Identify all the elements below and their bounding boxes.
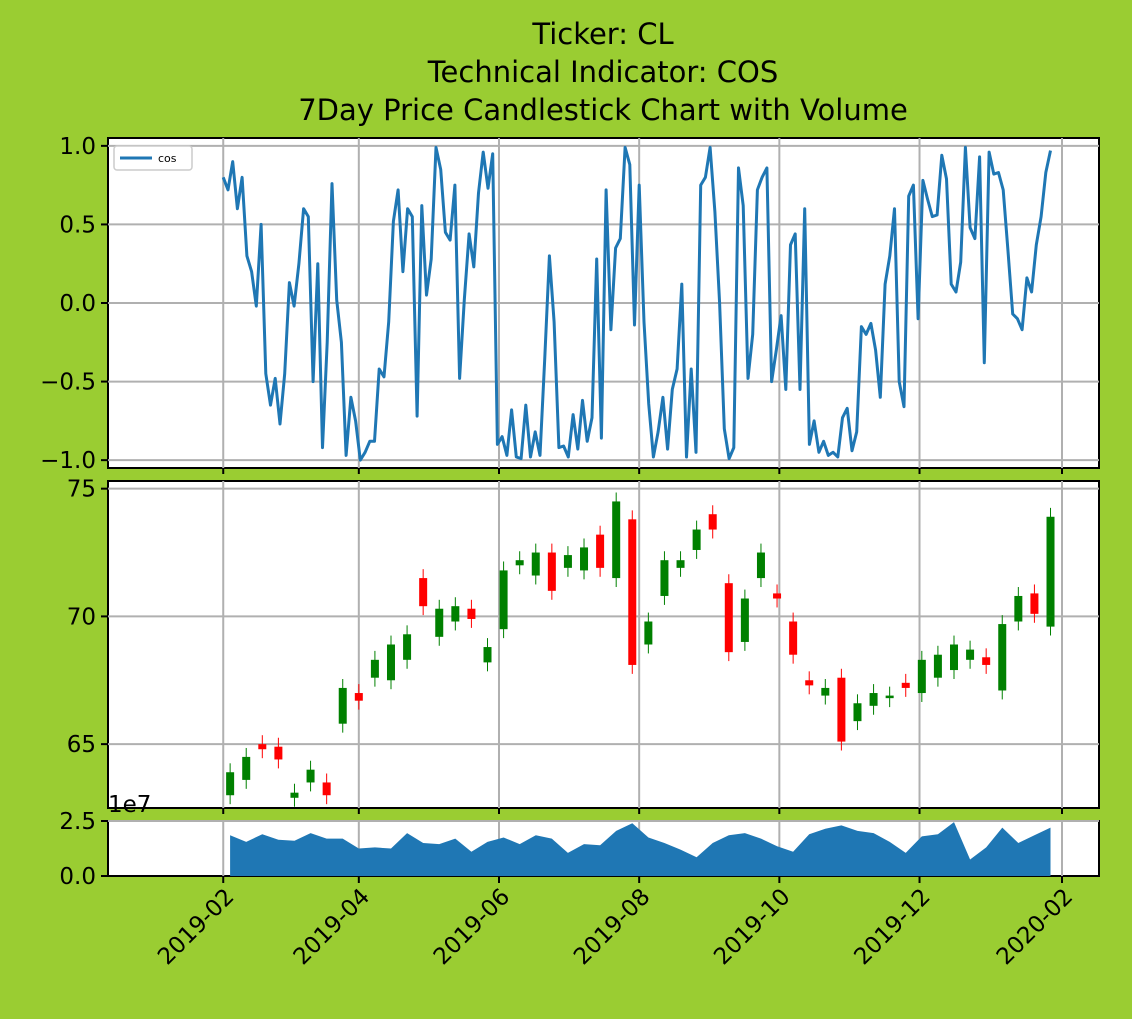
candle-body-up: [1014, 595, 1023, 622]
candle-body-up: [933, 654, 942, 678]
candle-body-up: [499, 570, 508, 630]
candle-body-up: [853, 703, 862, 722]
candle-body-down: [982, 657, 991, 665]
candle-body-down: [628, 519, 637, 665]
volume-offset-label: 1e7: [108, 792, 151, 818]
candle-body-down: [354, 693, 363, 701]
chart-title-line-2: Technical Indicator: COS: [427, 55, 779, 89]
indicator-y-tick-label: −0.5: [40, 370, 96, 396]
volume-y-tick-label: 2.5: [59, 809, 96, 835]
candle-body-down: [805, 680, 814, 686]
candle-body-down: [467, 608, 476, 619]
candle-body-down: [724, 583, 733, 653]
candle-body-down: [901, 682, 910, 688]
indicator-legend: cos: [113, 145, 193, 171]
price-y-ticks: 75 70 65: [67, 477, 108, 758]
candle-body-up: [338, 687, 347, 724]
candle-body-down: [596, 534, 605, 568]
candle-body-up: [869, 693, 878, 706]
candle-body-up: [676, 560, 685, 568]
candle-body-down: [419, 578, 428, 607]
candle-body-down: [789, 621, 798, 655]
candle-body-up: [483, 647, 492, 663]
candle-body-up: [226, 772, 235, 796]
legend-box: [113, 145, 193, 171]
price-grid: [108, 481, 1099, 808]
candle-body-up: [917, 659, 926, 694]
candle-body-up: [949, 644, 958, 671]
x-tick-label: 2019-10: [709, 884, 795, 970]
candle-body-up: [386, 644, 395, 681]
cos-series-line: [221, 145, 1052, 462]
price-panel: 75 70 65: [67, 477, 1100, 809]
candle-body-up: [612, 501, 621, 579]
indicator-y-ticks: 1.0 0.5 0.0 −0.5 −1.0: [40, 134, 108, 474]
legend-label: cos: [158, 152, 177, 165]
candle-body-up: [435, 608, 444, 637]
chart-title-line-3: 7Day Price Candlestick Chart with Volume: [298, 93, 908, 127]
candle-body-up: [580, 547, 589, 571]
price-y-tick-label: 70: [67, 604, 96, 630]
candle-body-up: [451, 606, 460, 622]
candle-body-up: [242, 756, 251, 780]
x-tick-label: 2020-02: [992, 884, 1078, 970]
candle-body-up: [966, 649, 975, 660]
candle-body-up: [370, 659, 379, 678]
candle-body-down: [322, 782, 331, 796]
candle-body-up: [885, 695, 894, 699]
candle-body-up: [998, 624, 1007, 691]
price-y-tick-label: 65: [67, 732, 96, 758]
candle-body-down: [258, 744, 267, 750]
indicator-y-tick-label: 0.5: [59, 212, 96, 238]
candle-body-up: [692, 529, 701, 550]
candle-body-down: [1030, 593, 1039, 614]
volume-y-tick-label: 0.0: [59, 864, 96, 890]
candle-body-down: [837, 677, 846, 742]
volume-panel: 2.5 0.0 1e7: [59, 792, 1100, 890]
candle-body-up: [515, 560, 524, 566]
candle-body-down: [547, 552, 556, 591]
candle-body-up: [660, 560, 669, 596]
x-tick-label: 2019-02: [153, 884, 239, 970]
x-tick-label: 2019-04: [289, 884, 375, 970]
volume-y-ticks: 2.5 0.0: [59, 809, 108, 890]
indicator-y-tick-label: −1.0: [40, 448, 96, 474]
candle-body-up: [306, 769, 315, 783]
candle-body-up: [563, 555, 572, 568]
candle-body-up: [821, 687, 830, 696]
x-tick-label: 2019-12: [849, 884, 935, 970]
x-tick-label: 2019-06: [429, 884, 515, 970]
candle-body-down: [773, 593, 782, 599]
indicator-panel: 1.0 0.5 0.0 −0.5 −1.0 cos: [40, 134, 1100, 474]
chart-title-line-1: Ticker: CL: [531, 17, 673, 51]
indicator-y-tick-label: 0.0: [59, 291, 96, 317]
volume-area: [230, 822, 1051, 876]
price-y-tick-label: 75: [67, 477, 96, 503]
candle-body-up: [756, 552, 765, 579]
candle-body-down: [708, 514, 717, 530]
candle-body-up: [644, 621, 653, 645]
candlesticks: [226, 492, 1055, 807]
candle-body-up: [403, 634, 412, 660]
indicator-y-tick-label: 1.0: [59, 134, 96, 160]
x-tick-label: 2019-08: [569, 884, 655, 970]
candle-body-up: [290, 792, 299, 798]
candle-body-up: [531, 552, 540, 576]
candle-body-up: [740, 598, 749, 642]
candle-body-up: [1046, 516, 1055, 627]
candle-body-down: [274, 746, 283, 760]
